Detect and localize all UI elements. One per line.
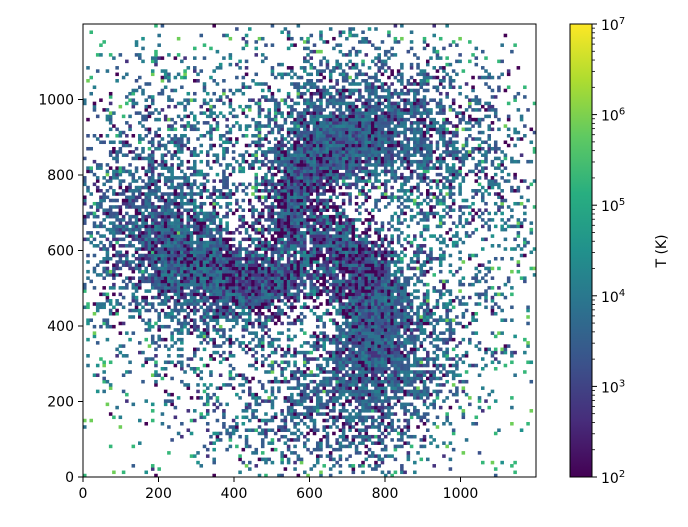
colorbar-tick-label: 105 xyxy=(601,197,625,215)
y-tick-label: 800 xyxy=(47,168,74,184)
x-tick-label: 600 xyxy=(296,486,323,502)
y-tick-label: 0 xyxy=(65,470,74,486)
colorbar: 102 103 104 105 106 107 T (K) xyxy=(569,16,670,487)
colorbar-tick-label: 104 xyxy=(601,288,625,306)
x-tick-label: 1000 xyxy=(443,486,479,502)
colorbar-tick-label: 106 xyxy=(601,107,625,125)
y-tick-label: 400 xyxy=(47,319,74,335)
y-axis: 0 200 400 600 800 1000 xyxy=(38,93,83,486)
x-tick-label: 0 xyxy=(79,486,88,502)
colorbar-tick-label: 107 xyxy=(601,16,625,34)
x-tick-label: 800 xyxy=(372,486,399,502)
x-axis: 0 200 400 600 800 1000 xyxy=(79,477,479,502)
x-tick-label: 400 xyxy=(221,486,248,502)
y-tick-label: 600 xyxy=(47,244,74,260)
colorbar-label: T (K) xyxy=(654,234,670,268)
y-tick-label: 200 xyxy=(47,395,74,411)
y-tick-label: 1000 xyxy=(38,93,74,109)
colorbar-tick-label: 102 xyxy=(601,469,625,487)
plot-area xyxy=(82,23,537,478)
colorbar-ticks: 102 103 104 105 106 107 xyxy=(592,16,625,487)
colorbar-tick-label: 103 xyxy=(601,378,625,396)
x-tick-label: 200 xyxy=(145,486,172,502)
colorbar-gradient xyxy=(569,23,593,478)
heatmap-pixels xyxy=(83,24,536,477)
